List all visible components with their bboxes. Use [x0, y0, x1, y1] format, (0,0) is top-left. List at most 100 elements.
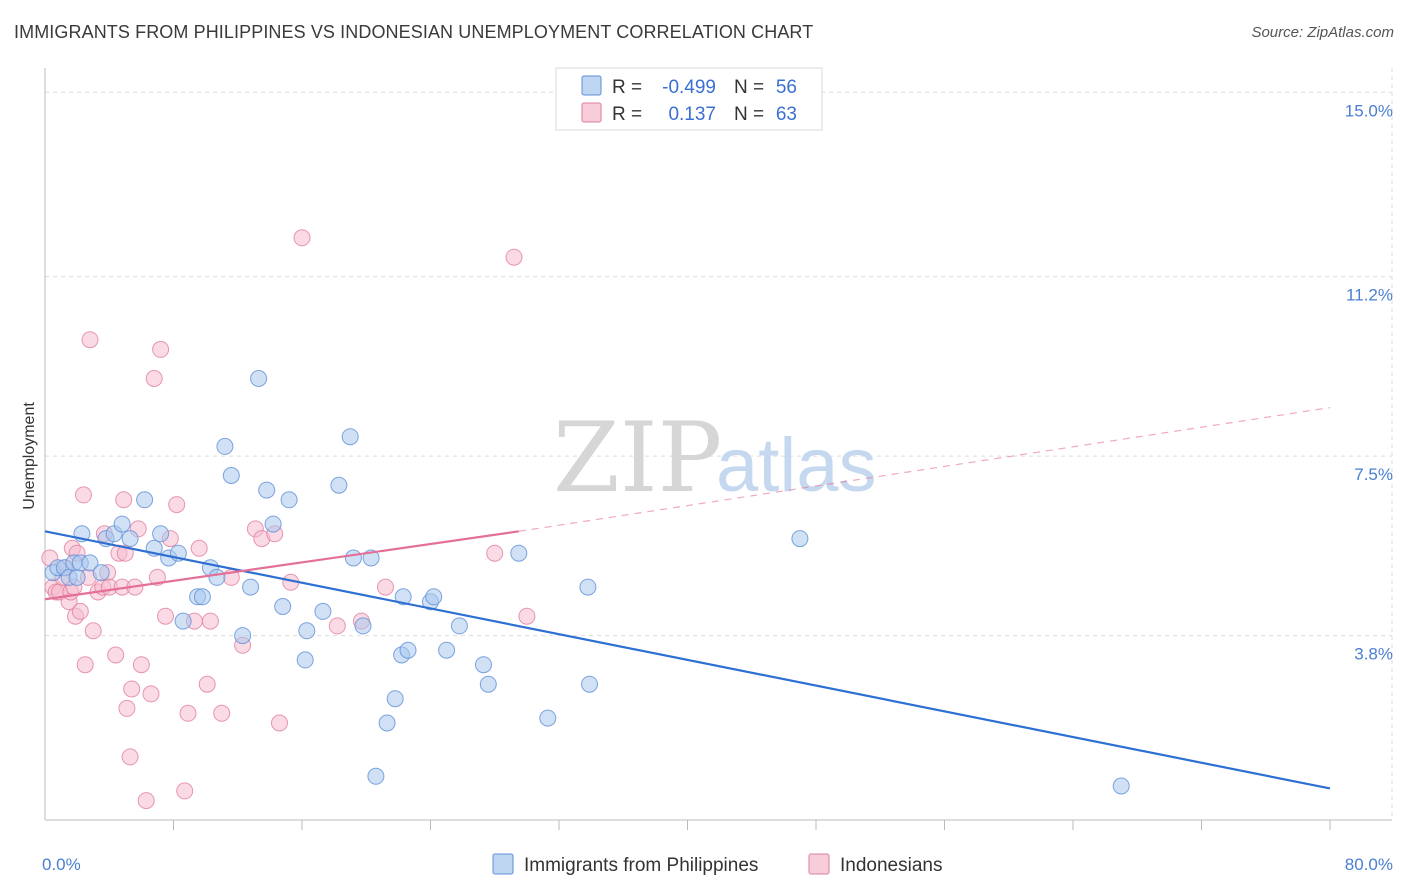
point-indonesians-56: [293, 229, 311, 247]
legend-n-label-indonesians: N =: [734, 104, 764, 125]
trend-line-indonesians-extension: [518, 407, 1331, 532]
series-legend-swatch-indonesians: [808, 853, 830, 875]
point-philippines-31: [274, 598, 292, 615]
point-indonesians-16: [81, 331, 99, 349]
series-legend: Immigrants from Philippines Indonesians: [492, 853, 942, 876]
point-philippines-45: [394, 588, 412, 606]
legend-swatch-indonesians: [581, 102, 602, 123]
series-legend-label-indonesians: Indonesians: [840, 855, 942, 876]
point-philippines-13: [121, 530, 139, 548]
point-indonesians-23: [107, 646, 125, 664]
point-indonesians-39: [157, 607, 174, 625]
x-tick-label-max: 80.0%: [1345, 855, 1393, 874]
point-philippines-52: [479, 675, 497, 693]
series-legend-label-philippines: Immigrants from Philippines: [524, 855, 758, 876]
x-tick-labels: 0.0% 80.0%: [42, 855, 1393, 874]
legend-n-value-indonesians: 63: [776, 104, 797, 125]
point-philippines-9: [92, 564, 110, 582]
point-philippines-37: [341, 428, 359, 446]
legend-r-value-indonesians: 0.137: [668, 104, 716, 125]
point-philippines-48: [425, 588, 443, 606]
point-philippines-51: [475, 656, 492, 674]
point-philippines-19: [174, 612, 192, 630]
point-philippines-58: [1112, 777, 1130, 795]
y-tick-label-1: 7.5%: [1354, 465, 1393, 484]
point-indonesians-12: [71, 602, 89, 620]
y-tick-label-2: 11.2%: [1346, 286, 1393, 305]
y-tick-labels: 3.8% 7.5% 11.2% 15.0%: [1345, 101, 1393, 663]
point-indonesians-30: [123, 680, 141, 698]
data-points: [41, 229, 1130, 810]
point-philippines-21: [193, 588, 211, 606]
trend-line-philippines: [44, 530, 1331, 790]
series-legend-swatch-philippines: [492, 853, 514, 875]
axes: [44, 68, 1392, 830]
point-indonesians-38: [152, 340, 170, 358]
watermark: ZIP atlas: [553, 402, 877, 514]
point-indonesians-14: [76, 656, 94, 674]
point-indonesians-36: [145, 370, 163, 387]
legend-n-value-philippines: 56: [776, 77, 797, 98]
chart-title: IMMIGRANTS FROM PHILIPPINES VS INDONESIA…: [14, 22, 814, 42]
point-indonesians-43: [179, 704, 197, 722]
point-philippines-8: [81, 554, 99, 572]
point-philippines-55: [579, 578, 597, 596]
point-indonesians-37: [148, 568, 166, 586]
gridlines: [45, 68, 1393, 820]
point-philippines-46: [399, 641, 417, 659]
point-indonesians-46: [198, 675, 216, 693]
point-philippines-53: [510, 544, 528, 562]
watermark-atlas: atlas: [716, 423, 877, 508]
point-indonesians-42: [176, 782, 194, 800]
legend-r-label-philippines: R =: [612, 77, 642, 98]
point-philippines-39: [354, 617, 372, 635]
point-indonesians-34: [137, 792, 155, 810]
point-philippines-41: [367, 767, 385, 785]
point-indonesians-13: [75, 486, 92, 504]
point-indonesians-29: [121, 748, 139, 766]
point-philippines-29: [258, 481, 276, 499]
point-philippines-28: [250, 370, 268, 387]
point-indonesians-60: [486, 544, 504, 562]
point-philippines-54: [539, 709, 557, 727]
chart-source: Source: ZipAtlas.com: [1251, 24, 1394, 41]
point-philippines-43: [386, 690, 404, 708]
point-philippines-12: [113, 515, 131, 533]
legend-r-value-philippines: -0.499: [662, 77, 716, 98]
point-indonesians-41: [168, 496, 186, 514]
x-tick-label-min: 0.0%: [42, 855, 81, 874]
point-philippines-36: [330, 476, 348, 494]
point-philippines-5: [68, 568, 86, 586]
point-philippines-26: [234, 627, 252, 645]
point-philippines-25: [222, 467, 240, 484]
point-philippines-14: [136, 491, 154, 509]
point-philippines-24: [216, 437, 234, 455]
point-indonesians-48: [213, 704, 231, 722]
watermark-zip: ZIP: [553, 402, 722, 514]
point-indonesians-33: [132, 656, 150, 674]
y-axis-label: Unemployment: [21, 402, 38, 510]
point-philippines-27: [242, 578, 260, 596]
point-indonesians-45: [190, 539, 208, 557]
point-philippines-16: [152, 525, 170, 543]
y-tick-label-3: 15.0%: [1345, 101, 1393, 120]
point-indonesians-62: [518, 607, 536, 625]
trend-lines: [44, 407, 1331, 790]
point-philippines-30: [264, 515, 282, 533]
point-philippines-34: [298, 622, 316, 640]
point-philippines-23: [208, 568, 226, 586]
point-indonesians-28: [118, 699, 136, 717]
correlation-legend: R = -0.499 N = 56 R = 0.137 N = 63: [555, 67, 823, 131]
legend-n-label-philippines: N =: [734, 77, 764, 98]
point-indonesians-47: [201, 612, 219, 630]
point-indonesians-26: [115, 491, 133, 509]
point-philippines-32: [280, 491, 298, 509]
point-philippines-56: [581, 675, 598, 693]
point-philippines-42: [378, 714, 396, 732]
point-indonesians-35: [142, 685, 160, 703]
point-philippines-38: [344, 549, 362, 567]
point-indonesians-57: [328, 617, 346, 635]
trend-line-indonesians: [44, 530, 519, 601]
point-indonesians-61: [505, 248, 523, 266]
